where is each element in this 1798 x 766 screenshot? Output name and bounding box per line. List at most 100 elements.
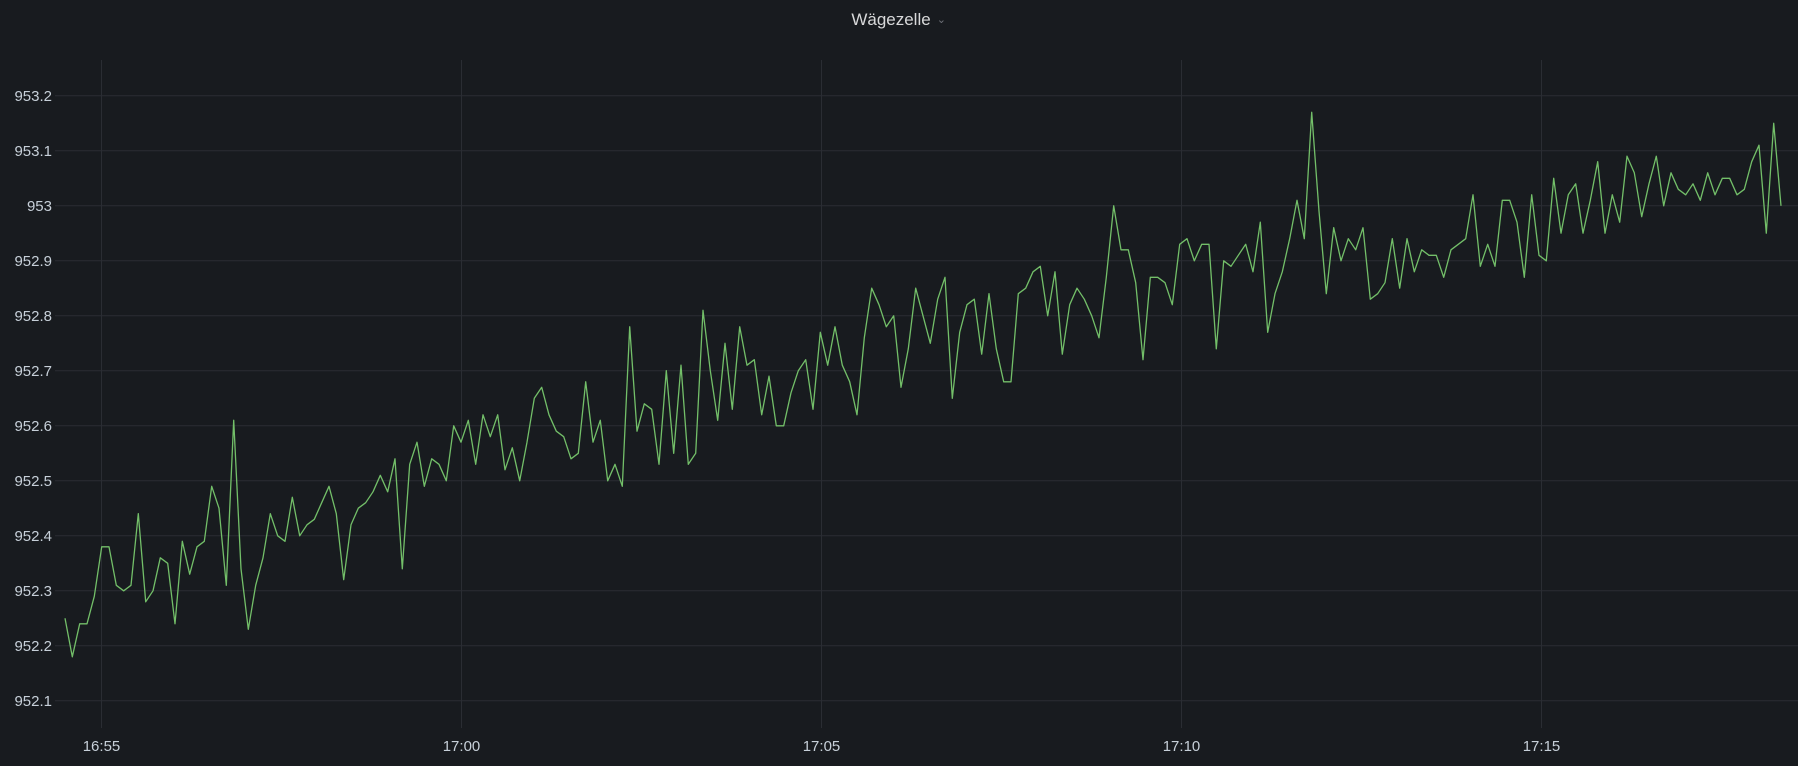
data-point[interactable] — [503, 468, 507, 472]
data-point[interactable] — [1104, 275, 1108, 279]
data-point[interactable] — [1493, 264, 1497, 268]
data-point[interactable] — [1112, 204, 1116, 208]
data-point[interactable] — [1288, 237, 1292, 241]
data-point[interactable] — [701, 308, 705, 312]
data-point[interactable] — [312, 517, 316, 521]
data-point[interactable] — [906, 347, 910, 351]
data-point[interactable] — [532, 396, 536, 400]
data-point[interactable] — [833, 325, 837, 329]
data-point[interactable] — [1486, 242, 1490, 246]
data-point[interactable] — [1273, 292, 1277, 296]
data-point[interactable] — [980, 352, 984, 356]
data-point[interactable] — [107, 545, 111, 549]
data-point[interactable] — [202, 539, 206, 543]
data-point[interactable] — [686, 462, 690, 466]
data-point[interactable] — [1178, 242, 1182, 246]
data-point[interactable] — [1163, 281, 1167, 285]
data-point[interactable] — [1368, 297, 1372, 301]
chevron-down-icon[interactable]: ⌄ — [936, 14, 946, 26]
data-point[interactable] — [1530, 193, 1534, 197]
data-point[interactable] — [268, 512, 272, 516]
data-point[interactable] — [1750, 160, 1754, 164]
data-point[interactable] — [606, 479, 610, 483]
data-point[interactable] — [987, 292, 991, 296]
data-point[interactable] — [459, 440, 463, 444]
data-point[interactable] — [1742, 187, 1746, 191]
data-point[interactable] — [789, 391, 793, 395]
data-point[interactable] — [1295, 198, 1299, 202]
data-point[interactable] — [1552, 176, 1556, 180]
data-point[interactable] — [1046, 314, 1050, 318]
data-point[interactable] — [657, 462, 661, 466]
data-point[interactable] — [1779, 204, 1783, 208]
data-point[interactable] — [1508, 198, 1512, 202]
data-point[interactable] — [804, 358, 808, 362]
data-point[interactable] — [716, 418, 720, 422]
data-point[interactable] — [78, 622, 82, 626]
data-point[interactable] — [936, 297, 940, 301]
data-point[interactable] — [1192, 259, 1196, 263]
data-point[interactable] — [63, 616, 67, 620]
data-point[interactable] — [224, 583, 228, 587]
data-point[interactable] — [1346, 237, 1350, 241]
data-point[interactable] — [393, 457, 397, 461]
data-point[interactable] — [782, 424, 786, 428]
data-point[interactable] — [283, 539, 287, 543]
data-point[interactable] — [1405, 237, 1409, 241]
data-point[interactable] — [166, 561, 170, 565]
data-point[interactable] — [914, 286, 918, 290]
data-point[interactable] — [767, 374, 771, 378]
data-point[interactable] — [1185, 237, 1189, 241]
data-point[interactable] — [584, 380, 588, 384]
data-point[interactable] — [1764, 231, 1768, 235]
data-point[interactable] — [826, 363, 830, 367]
data-point[interactable] — [1002, 380, 1006, 384]
data-point[interactable] — [92, 594, 96, 598]
data-point[interactable] — [276, 534, 280, 538]
data-point[interactable] — [1244, 242, 1248, 246]
data-point[interactable] — [298, 534, 302, 538]
data-point[interactable] — [562, 435, 566, 439]
data-point[interactable] — [210, 484, 214, 488]
data-point[interactable] — [1522, 275, 1526, 279]
data-point[interactable] — [921, 314, 925, 318]
data-point[interactable] — [620, 484, 624, 488]
data-point[interactable] — [745, 363, 749, 367]
data-point[interactable] — [1060, 352, 1064, 356]
data-point[interactable] — [554, 429, 558, 433]
data-point[interactable] — [1574, 182, 1578, 186]
data-point[interactable] — [1082, 297, 1086, 301]
data-point[interactable] — [723, 341, 727, 345]
data-point[interactable] — [547, 413, 551, 417]
data-point[interactable] — [444, 479, 448, 483]
data-point[interactable] — [1588, 198, 1592, 202]
data-point[interactable] — [840, 363, 844, 367]
data-point[interactable] — [290, 495, 294, 499]
data-point[interactable] — [1757, 143, 1761, 147]
data-point[interactable] — [884, 325, 888, 329]
data-point[interactable] — [378, 473, 382, 477]
data-point[interactable] — [136, 512, 140, 516]
data-point[interactable] — [1251, 270, 1255, 274]
data-point[interactable] — [1669, 171, 1673, 175]
data-point[interactable] — [1544, 259, 1548, 263]
data-point[interactable] — [1141, 358, 1145, 362]
data-point[interactable] — [180, 539, 184, 543]
data-point[interactable] — [1031, 270, 1035, 274]
data-point[interactable] — [232, 418, 236, 422]
data-point[interactable] — [1647, 182, 1651, 186]
data-point[interactable] — [1684, 193, 1688, 197]
data-point[interactable] — [1339, 259, 1343, 263]
data-point[interactable] — [1559, 231, 1563, 235]
data-point[interactable] — [650, 407, 654, 411]
data-point[interactable] — [1515, 220, 1519, 224]
data-point[interactable] — [1229, 264, 1233, 268]
data-point[interactable] — [870, 286, 874, 290]
data-point[interactable] — [1236, 253, 1240, 257]
data-point[interactable] — [994, 347, 998, 351]
data-point[interactable] — [730, 407, 734, 411]
data-point[interactable] — [122, 589, 126, 593]
data-point[interactable] — [1478, 264, 1482, 268]
data-point[interactable] — [694, 451, 698, 455]
